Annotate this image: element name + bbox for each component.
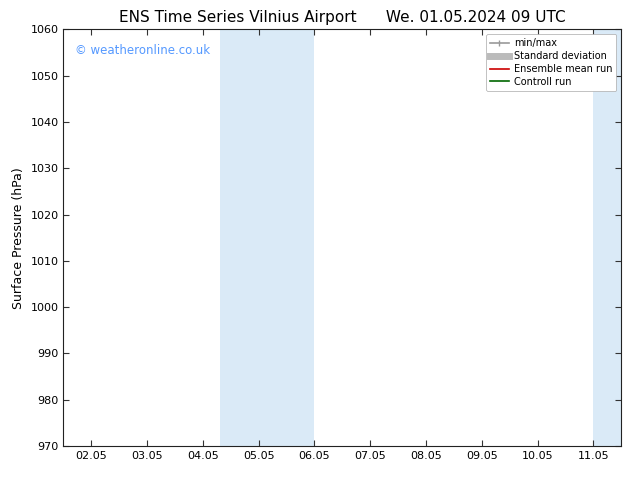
Bar [259,29,314,446]
Bar [593,29,621,446]
Bar [219,29,259,446]
Legend: min/max, Standard deviation, Ensemble mean run, Controll run: min/max, Standard deviation, Ensemble me… [486,34,616,91]
Title: ENS Time Series Vilnius Airport      We. 01.05.2024 09 UTC: ENS Time Series Vilnius Airport We. 01.0… [119,10,566,25]
Y-axis label: Surface Pressure (hPa): Surface Pressure (hPa) [12,167,25,309]
Text: © weatheronline.co.uk: © weatheronline.co.uk [75,44,210,57]
